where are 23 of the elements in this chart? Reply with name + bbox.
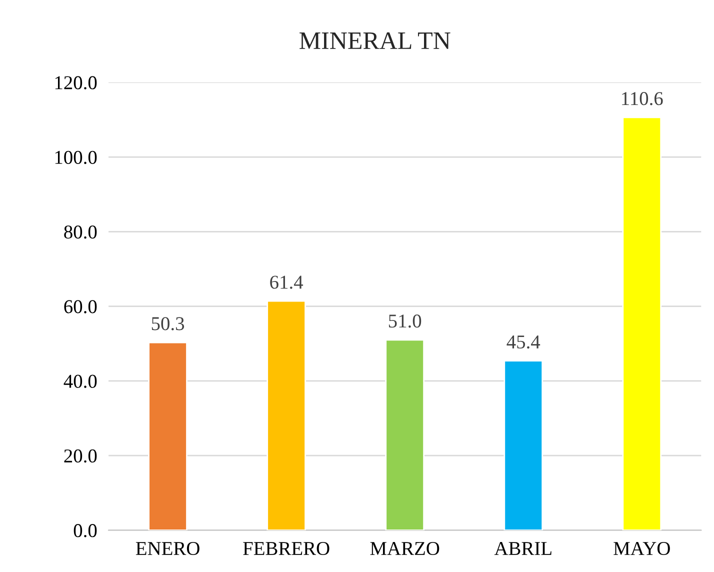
y-tick-label: 0.0 xyxy=(74,524,97,538)
y-tick-label: 120.0 xyxy=(55,76,97,90)
data-label: 45.4 xyxy=(506,336,540,349)
data-label: 61.4 xyxy=(270,276,304,289)
x-tick-label: MARZO xyxy=(370,542,440,556)
data-label: 110.6 xyxy=(622,92,663,106)
bar xyxy=(622,116,662,530)
y-tick-label: 100.0 xyxy=(55,150,97,164)
x-tick-label: MAYO xyxy=(614,542,670,556)
y-tick-label: 40.0 xyxy=(64,374,97,388)
x-tick-label: ENERO xyxy=(136,542,200,556)
data-label: 51.0 xyxy=(388,314,422,328)
chart-title: MINERAL TN xyxy=(300,32,450,49)
bar xyxy=(504,360,544,530)
bar xyxy=(148,342,188,530)
x-tick-label: FEBRERO xyxy=(243,542,330,556)
x-tick-label: ABRIL xyxy=(494,542,552,555)
y-tick-label: 60.0 xyxy=(64,300,97,314)
y-tick-label: 80.0 xyxy=(64,225,97,239)
bar xyxy=(385,339,424,530)
bar xyxy=(266,300,306,530)
y-tick-label: 20.0 xyxy=(64,449,97,463)
data-label: 50.3 xyxy=(152,317,184,330)
